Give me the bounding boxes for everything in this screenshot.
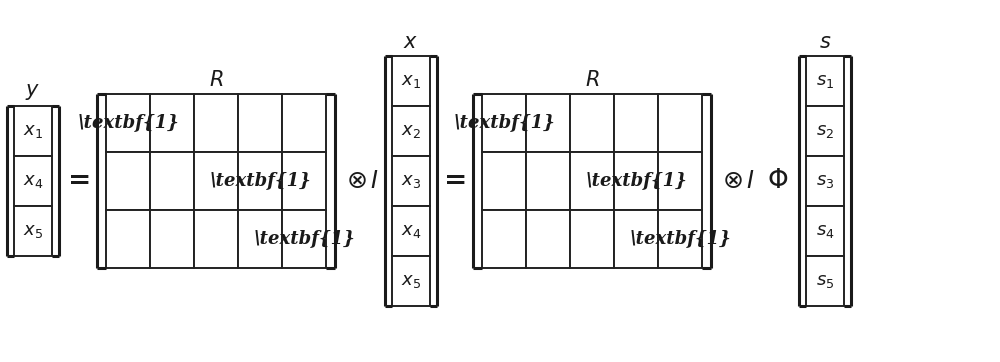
Text: =: =	[444, 168, 468, 194]
Text: $x_2$: $x_2$	[401, 122, 421, 140]
Bar	[238, 94, 282, 152]
Bar	[150, 152, 194, 210]
Bar	[658, 210, 702, 268]
Text: $\otimes$: $\otimes$	[722, 169, 742, 193]
Text: $s_1$: $s_1$	[816, 72, 834, 90]
Text: $s_5$: $s_5$	[816, 272, 834, 290]
Text: $I$: $I$	[370, 169, 378, 193]
Bar	[238, 152, 282, 210]
Text: $s$: $s$	[819, 32, 831, 52]
Bar	[658, 94, 702, 152]
Text: $s_2$: $s_2$	[816, 122, 834, 140]
Bar	[106, 210, 150, 268]
Text: =: =	[68, 168, 92, 194]
Text: \textbf{1}: \textbf{1}	[209, 172, 311, 190]
Bar	[614, 94, 658, 152]
Bar	[150, 94, 194, 152]
Text: \textbf{1}: \textbf{1}	[629, 230, 731, 248]
Text: $\otimes$: $\otimes$	[346, 169, 366, 193]
Bar	[14, 156, 52, 206]
Bar	[194, 210, 238, 268]
Text: \textbf{1}: \textbf{1}	[453, 114, 555, 132]
Bar	[806, 206, 844, 256]
Bar	[392, 156, 430, 206]
Bar	[14, 106, 52, 156]
Bar	[806, 106, 844, 156]
Bar	[482, 210, 526, 268]
Text: $x$: $x$	[403, 32, 419, 52]
Bar	[482, 94, 526, 152]
Bar	[806, 56, 844, 106]
Bar	[194, 94, 238, 152]
Text: $x_5$: $x_5$	[23, 222, 43, 240]
Bar	[282, 94, 326, 152]
Text: $x_4$: $x_4$	[401, 222, 421, 240]
Bar	[482, 152, 526, 210]
Text: $R$: $R$	[209, 70, 223, 90]
Bar	[392, 206, 430, 256]
Bar	[526, 210, 570, 268]
Text: $s_3$: $s_3$	[816, 172, 834, 190]
Bar	[570, 152, 614, 210]
Bar	[150, 210, 194, 268]
Bar	[806, 256, 844, 306]
Text: $s_4$: $s_4$	[816, 222, 834, 240]
Bar	[392, 56, 430, 106]
Text: $x_5$: $x_5$	[401, 272, 421, 290]
Bar	[526, 94, 570, 152]
Text: \textbf{1}: \textbf{1}	[77, 114, 179, 132]
Text: $\Phi$: $\Phi$	[767, 168, 789, 194]
Text: \textbf{1}: \textbf{1}	[253, 230, 355, 248]
Bar	[526, 152, 570, 210]
Text: $x_3$: $x_3$	[401, 172, 421, 190]
Text: $y$: $y$	[25, 82, 41, 102]
Text: $R$: $R$	[585, 70, 599, 90]
Bar	[194, 152, 238, 210]
Bar	[570, 210, 614, 268]
Bar	[570, 94, 614, 152]
Bar	[14, 206, 52, 256]
Text: $x_4$: $x_4$	[23, 172, 43, 190]
Text: \textbf{1}: \textbf{1}	[585, 172, 687, 190]
Bar	[614, 152, 658, 210]
Bar	[238, 210, 282, 268]
Bar	[806, 156, 844, 206]
Bar	[282, 152, 326, 210]
Text: $x_1$: $x_1$	[401, 72, 421, 90]
Text: $I$: $I$	[746, 169, 754, 193]
Bar	[392, 256, 430, 306]
Bar	[392, 106, 430, 156]
Bar	[106, 94, 150, 152]
Bar	[658, 152, 702, 210]
Bar	[106, 152, 150, 210]
Text: $x_1$: $x_1$	[23, 122, 43, 140]
Bar	[614, 210, 658, 268]
Bar	[282, 210, 326, 268]
